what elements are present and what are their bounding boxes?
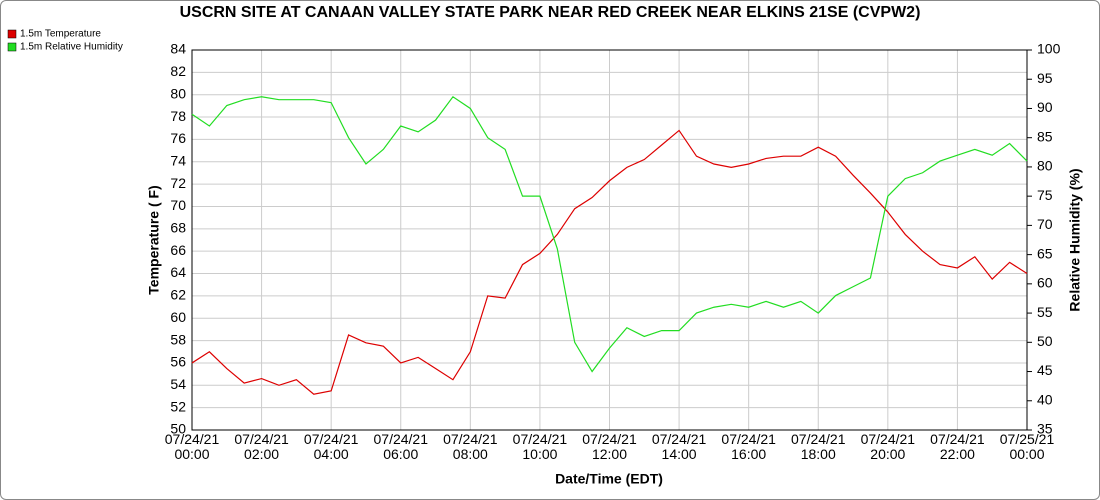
y-tick-label: 54 — [170, 376, 186, 392]
y-axis-label: Temperature ( F) — [146, 185, 162, 294]
plot-border — [191, 49, 1028, 431]
x-tick-label: 07/24/21 02:00 — [234, 431, 289, 462]
y2-tick-label: 45 — [1037, 362, 1053, 378]
legend-swatch — [7, 29, 17, 39]
x-tick-label: 07/24/21 14:00 — [651, 431, 707, 462]
chart-title: USCRN SITE AT CANAAN VALLEY STATE PARK N… — [180, 4, 921, 21]
series-line — [191, 95, 1028, 373]
y2-tick-label: 100 — [1037, 41, 1061, 57]
x-tick-label: 07/24/21 00:00 — [164, 431, 220, 462]
y2-tick-label: 70 — [1037, 216, 1053, 232]
y-tick-label: 66 — [170, 242, 186, 258]
x-tick-label: 07/24/21 06:00 — [373, 431, 429, 462]
y-tick-label: 62 — [170, 287, 186, 303]
x-tick-label: 07/24/21 20:00 — [860, 431, 916, 462]
y2-tick-label: 60 — [1037, 275, 1053, 291]
y2-tick-label: 95 — [1037, 70, 1053, 86]
x-tick-label: 07/24/21 12:00 — [582, 431, 637, 462]
y-tick-label: 70 — [170, 197, 186, 213]
x-tick-label: 07/24/21 08:00 — [443, 431, 498, 462]
y-tick-label: 80 — [170, 85, 186, 101]
x-axis-label: Date/Time (EDT) — [555, 471, 663, 487]
x-tick-label: 07/24/21 16:00 — [721, 431, 776, 462]
y2-axis-label: Relative Humidity (%) — [1067, 168, 1083, 311]
y-tick-label: 52 — [170, 398, 186, 414]
x-tick-label: 07/24/21 22:00 — [930, 431, 985, 462]
y-tick-label: 68 — [170, 220, 186, 236]
y2-tick-label: 85 — [1037, 128, 1053, 144]
y2-tick-label: 35 — [1037, 421, 1053, 437]
y-tick-label: 56 — [170, 354, 186, 370]
legend-label: 1.5m Temperature — [20, 29, 101, 40]
x-tick-label: 07/24/21 04:00 — [303, 431, 359, 462]
legend-label: 1.5m Relative Humidity — [20, 42, 123, 53]
y-tick-label: 64 — [170, 264, 186, 280]
y-tick-label: 76 — [170, 130, 186, 146]
series-line — [191, 129, 1028, 395]
y-tick-label: 78 — [170, 108, 186, 124]
y2-tick-label: 90 — [1037, 99, 1053, 115]
y2-tick-label: 75 — [1037, 187, 1053, 203]
y-tick-label: 60 — [170, 309, 186, 325]
y2-tick-label: 55 — [1037, 304, 1053, 320]
y-tick-label: 58 — [170, 331, 186, 347]
y2-tick-label: 50 — [1037, 333, 1053, 349]
y2-tick-label: 80 — [1037, 158, 1053, 174]
x-tick-label: 07/25/21 00:00 — [999, 431, 1055, 462]
y-tick-label: 84 — [170, 41, 186, 57]
legend-swatch — [7, 42, 17, 52]
x-tick-label: 07/24/21 18:00 — [791, 431, 846, 462]
y-tick-label: 72 — [170, 175, 186, 191]
y-tick-label: 50 — [170, 421, 186, 437]
y-tick-label: 74 — [170, 152, 186, 168]
x-tick-label: 07/24/21 10:00 — [512, 431, 568, 462]
y2-tick-label: 65 — [1037, 245, 1053, 261]
y2-tick-label: 40 — [1037, 391, 1053, 407]
y-tick-label: 82 — [170, 63, 186, 79]
